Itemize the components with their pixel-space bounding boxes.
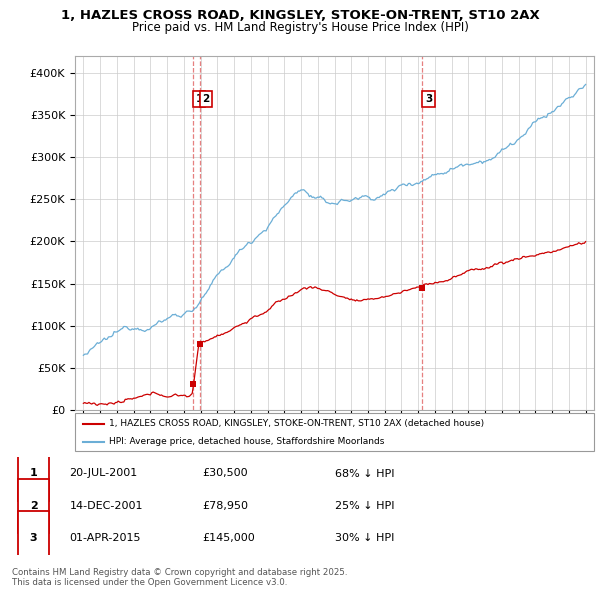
Text: 25% ↓ HPI: 25% ↓ HPI [335, 501, 394, 511]
FancyBboxPatch shape [18, 446, 49, 501]
Text: £78,950: £78,950 [202, 501, 248, 511]
Text: 3: 3 [30, 533, 37, 543]
Text: 1, HAZLES CROSS ROAD, KINGSLEY, STOKE-ON-TRENT, ST10 2AX: 1, HAZLES CROSS ROAD, KINGSLEY, STOKE-ON… [61, 9, 539, 22]
FancyBboxPatch shape [18, 511, 49, 566]
FancyBboxPatch shape [18, 478, 49, 533]
Text: 2: 2 [202, 94, 209, 104]
Text: HPI: Average price, detached house, Staffordshire Moorlands: HPI: Average price, detached house, Staf… [109, 437, 384, 446]
Text: 3: 3 [425, 94, 432, 104]
Text: 68% ↓ HPI: 68% ↓ HPI [335, 468, 394, 478]
FancyBboxPatch shape [75, 413, 594, 451]
Text: Price paid vs. HM Land Registry's House Price Index (HPI): Price paid vs. HM Land Registry's House … [131, 21, 469, 34]
Text: 1: 1 [196, 94, 203, 104]
Text: 20-JUL-2001: 20-JUL-2001 [70, 468, 138, 478]
Text: 1: 1 [30, 468, 37, 478]
Text: £145,000: £145,000 [202, 533, 255, 543]
Text: 1, HAZLES CROSS ROAD, KINGSLEY, STOKE-ON-TRENT, ST10 2AX (detached house): 1, HAZLES CROSS ROAD, KINGSLEY, STOKE-ON… [109, 419, 484, 428]
Text: Contains HM Land Registry data © Crown copyright and database right 2025.
This d: Contains HM Land Registry data © Crown c… [12, 568, 347, 587]
Text: £30,500: £30,500 [202, 468, 248, 478]
Text: 30% ↓ HPI: 30% ↓ HPI [335, 533, 394, 543]
Text: 14-DEC-2001: 14-DEC-2001 [70, 501, 143, 511]
Text: 2: 2 [30, 501, 37, 511]
Text: 01-APR-2015: 01-APR-2015 [70, 533, 141, 543]
